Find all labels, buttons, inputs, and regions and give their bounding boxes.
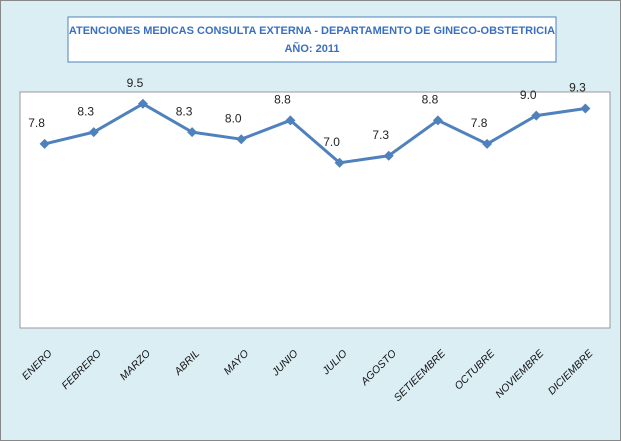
data-label: 9.0 [520,88,537,102]
data-label: 8.0 [225,111,242,125]
data-point [383,150,394,161]
data-label: 7.8 [471,116,488,130]
data-label: 7.8 [28,116,45,130]
data-label: 8.8 [422,92,439,106]
data-label: 8.3 [176,104,193,118]
data-point [236,134,247,145]
data-point [482,138,493,149]
data-label: 7.3 [372,128,389,142]
data-point [137,98,148,109]
data-label: 8.3 [77,104,94,118]
data-line [44,102,586,165]
data-point [187,127,198,138]
data-point [531,110,542,121]
data-label: 7.0 [323,135,340,149]
data-label: 9.3 [569,81,586,95]
data-label: 9.5 [127,76,144,90]
data-point [285,115,296,126]
data-point [39,138,50,149]
data-point [334,157,345,168]
data-point [88,127,99,138]
data-label: 8.8 [274,92,291,106]
data-point [580,103,591,114]
data-point [432,115,443,126]
title-box [67,16,557,63]
chart-title: ATENCIONES MEDICAS CONSULTA EXTERNA - DE… [69,25,555,37]
plot-area [19,91,611,329]
chart-subtitle: AÑO: 2011 [284,42,339,55]
